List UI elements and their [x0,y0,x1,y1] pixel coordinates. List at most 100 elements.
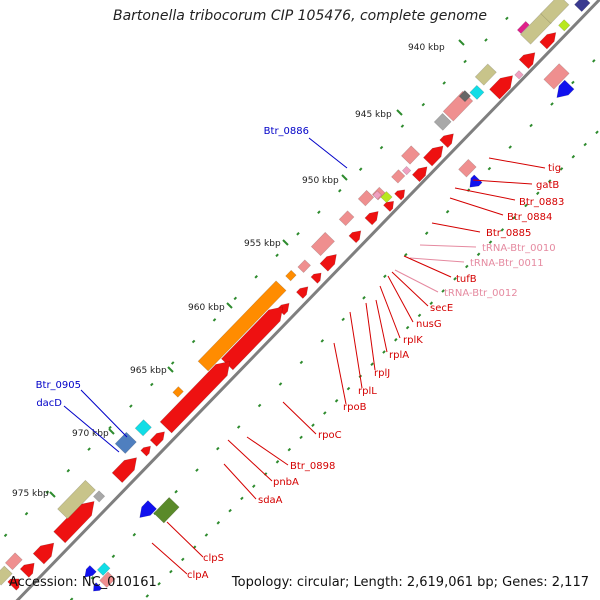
scale-tick [394,338,398,342]
scale-tick [500,228,505,232]
outer-tick [150,382,154,387]
gene-label: nusG [416,319,442,330]
gene-label: tRNA-Btr_0012 [444,288,518,299]
outer-tick [317,210,321,214]
scale-tick [476,252,481,257]
scale-tick [453,277,457,281]
gene-label: tRNA-Btr_0011 [470,258,544,269]
inner-tick [487,166,492,171]
scale-tick [216,521,221,525]
gene-feature [539,32,557,50]
label-leader-line [379,285,401,339]
gene-feature [394,189,406,201]
inner-tick [341,317,345,322]
outer-tick [275,253,279,258]
gene-feature [518,52,536,70]
label-leader-line [333,342,347,405]
gene-label: Btr_0886 [264,126,309,137]
outer-tick [379,145,384,150]
label-leader-line [151,542,188,575]
scale-tick [405,325,410,330]
inner-tick [383,274,387,279]
gene-feature [338,210,355,227]
gene-feature [574,0,591,13]
gene-label: gatB [536,180,559,191]
inner-tick [362,296,366,300]
scale-label: 975 kbp [12,489,49,499]
gene-feature [96,562,111,576]
label-leader-line [365,302,376,371]
label-leader-line [472,179,533,185]
gene-feature [297,259,311,273]
gene-label: clpA [187,570,209,581]
gene-feature [400,145,421,165]
gene-label: rpoC [318,430,342,441]
scale-label: 970 kbp [72,429,109,439]
gene-feature [319,254,337,272]
label-leader-line [387,275,414,323]
outer-tick [233,296,238,301]
gene-feature-rpoB [159,360,231,434]
inner-tick [257,403,262,408]
scale-tick [536,191,540,196]
scale-tick [571,154,576,159]
gene-label: Btr_0883 [519,197,564,208]
gene-feature [469,174,483,188]
scale-tick-major [49,491,56,498]
scale-tick [512,215,516,220]
outer-tick [296,232,300,236]
label-leader-line [223,463,257,500]
inner-tick [404,253,408,257]
outer-tick [87,447,91,451]
gene-label: rpoB [343,402,367,413]
genome-backbone [15,0,600,600]
inner-tick [236,425,241,429]
scale-tick [157,582,161,586]
gene-feature [0,565,13,586]
outer-tick [463,59,467,64]
gene-label: sdaA [258,495,283,506]
inner-tick [132,532,137,537]
inner-tick [195,468,199,472]
gene-feature [433,112,452,131]
scale-tick [228,508,232,513]
inner-tick [320,339,325,343]
gene-feature [514,70,524,80]
outer-tick [484,38,488,42]
gene-feature [474,63,497,86]
scale-tick [417,313,422,318]
scale-tick-major [282,239,289,246]
scale-tick [382,350,386,354]
gene-label: Btr_0884 [507,212,552,223]
gene-label: rplA [389,350,409,361]
gene-feature [558,19,571,32]
scale-tick [240,496,244,501]
scale-tick-major [167,366,174,373]
scale-tick [299,435,303,440]
scale-tick-major [108,428,115,435]
label-leader-line [80,389,128,438]
outer-tick [421,102,426,107]
scale-tick [488,240,493,244]
gene-label: tig [548,163,561,174]
gene-feature [295,286,309,299]
outer-tick [108,425,112,430]
scale-tick [311,423,315,427]
gene-feature [372,190,382,200]
scale-label: 950 kbp [302,176,339,186]
genome-title: Bartonella tribocorum CIP 105476, comple… [112,8,488,24]
gene-feature [469,84,485,100]
gene-feature [93,490,106,503]
scale-tick [252,484,256,488]
label-leader-line [409,257,465,263]
gene-feature [277,302,290,316]
outer-tick [338,188,342,193]
gene-feature [364,210,379,226]
label-leader-line [246,436,289,466]
outer-tick [24,511,29,516]
scale-tick [275,460,280,464]
gene-feature-rpoC [220,306,284,371]
label-leader-line [227,439,273,482]
gene-feature [134,419,152,437]
